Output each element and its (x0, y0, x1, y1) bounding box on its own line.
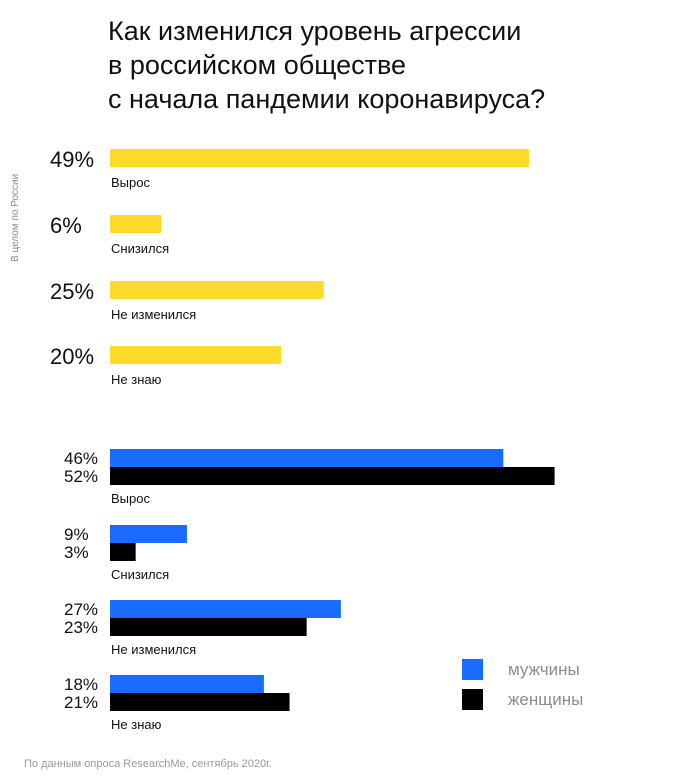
category-label-gender-unchanged: Не изменился (111, 642, 196, 657)
legend-label-men: мужчины (508, 660, 580, 679)
value-label-overall-dont-know: 20% (50, 344, 94, 369)
category-label-overall-dont-know: Не знаю (111, 372, 162, 387)
legend-item-men: мужчины (462, 659, 662, 683)
bar-overall-grew (110, 149, 529, 167)
value-label-women-dont-know: 21% (64, 693, 98, 712)
bar-overall-decreased (110, 215, 162, 233)
value-label-men-unchanged: 27% (64, 600, 98, 619)
bar-men-dont-know (110, 675, 264, 693)
value-label-women-grew: 52% (64, 467, 98, 486)
title-line-3: с начала пандемии коронавируса? (108, 84, 546, 114)
bar-women-unchanged (110, 618, 307, 636)
title-line-2: в российском обществе (108, 50, 407, 80)
legend-label-women: женщины (508, 690, 584, 709)
bar-women-decreased (110, 543, 136, 561)
chart-title: Как изменился уровень агрессии в российс… (108, 14, 668, 116)
footnote: По данным опроса ResearchMe, сентябрь 20… (24, 758, 272, 770)
category-label-gender-decreased: Снизился (111, 567, 169, 582)
legend-swatch-men (462, 659, 483, 680)
title-line-1: Как изменился уровень агрессии (108, 16, 522, 46)
value-label-men-dont-know: 18% (64, 675, 98, 694)
legend-swatch-women (462, 689, 483, 710)
bar-men-decreased (110, 525, 187, 543)
category-label-overall-grew: Вырос (111, 175, 150, 190)
bar-men-grew (110, 449, 504, 467)
value-label-men-decreased: 9% (64, 525, 89, 544)
category-label-overall-decreased: Снизился (111, 241, 169, 256)
bar-overall-unchanged (110, 281, 324, 299)
legend-item-women: женщины (462, 689, 662, 713)
value-label-overall-grew: 49% (50, 147, 94, 172)
category-label-gender-dont-know: Не знаю (111, 717, 162, 732)
bar-overall-dont-know (110, 346, 281, 364)
value-label-overall-decreased: 6% (50, 213, 82, 238)
value-label-women-decreased: 3% (64, 543, 89, 562)
bar-women-dont-know (110, 693, 290, 711)
value-label-men-grew: 46% (64, 449, 98, 468)
bar-women-grew (110, 467, 555, 485)
category-label-overall-unchanged: Не изменился (111, 307, 196, 322)
value-label-women-unchanged: 23% (64, 618, 98, 637)
bar-men-unchanged (110, 600, 341, 618)
category-label-gender-grew: Вырос (111, 491, 150, 506)
value-label-overall-unchanged: 25% (50, 279, 94, 304)
